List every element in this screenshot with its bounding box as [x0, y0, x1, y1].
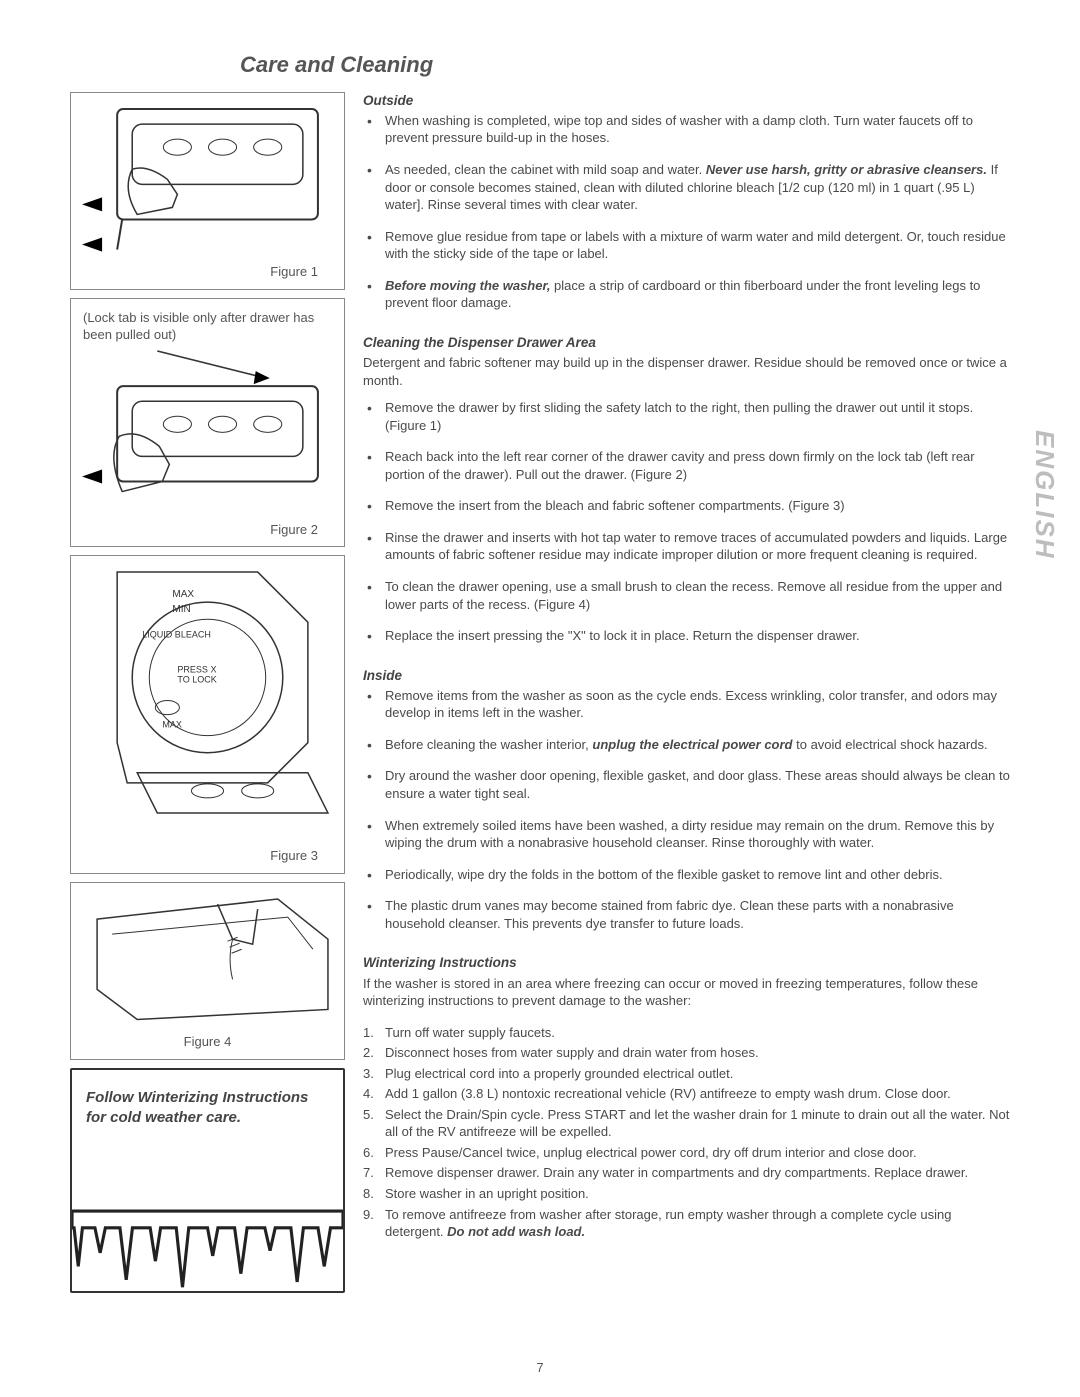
step-item: Store washer in an upright position. — [363, 1185, 1010, 1203]
list-item: Remove the insert from the bleach and fa… — [363, 497, 1010, 515]
step-item: Plug electrical cord into a properly gro… — [363, 1065, 1010, 1083]
step-item: Select the Drain/Spin cycle. Press START… — [363, 1106, 1010, 1141]
winterizing-heading: Winterizing Instructions — [363, 954, 1010, 972]
figure-3-illustration: MAX MIN LIQUID BLEACH PRESS X TO LOCK MA… — [77, 562, 338, 843]
dispenser-intro: Detergent and fabric softener may build … — [363, 354, 1010, 389]
list-item: When washing is completed, wipe top and … — [363, 112, 1010, 147]
figure-4-illustration — [77, 889, 338, 1030]
svg-text:PRESS X: PRESS X — [177, 665, 216, 675]
page-title: Care and Cleaning — [240, 50, 1040, 80]
list-item: Remove glue residue from tape or labels … — [363, 228, 1010, 263]
step-item: Disconnect hoses from water supply and d… — [363, 1044, 1010, 1062]
svg-text:LIQUID BLEACH: LIQUID BLEACH — [142, 629, 211, 639]
figure-1-box: Figure 1 — [70, 92, 345, 290]
figure-2-caption: Figure 2 — [77, 517, 338, 541]
list-item: Remove the drawer by first sliding the s… — [363, 399, 1010, 434]
list-item: Dry around the washer door opening, flex… — [363, 767, 1010, 802]
page-number: 7 — [536, 1359, 543, 1377]
svg-text:MAX: MAX — [172, 589, 194, 600]
list-item: Before moving the washer, place a strip … — [363, 277, 1010, 312]
outside-list: When washing is completed, wipe top and … — [363, 112, 1010, 312]
list-item: When extremely soiled items have been wa… — [363, 817, 1010, 852]
step-item: To remove antifreeze from washer after s… — [363, 1206, 1010, 1241]
figure-4-box: Figure 4 — [70, 882, 345, 1060]
svg-text:MIN: MIN — [172, 604, 190, 615]
step-item: Turn off water supply faucets. — [363, 1024, 1010, 1042]
figure-3-caption: Figure 3 — [77, 843, 338, 867]
inside-list: Remove items from the washer as soon as … — [363, 687, 1010, 932]
list-item: The plastic drum vanes may become staine… — [363, 897, 1010, 932]
figure-1-caption: Figure 1 — [77, 259, 338, 283]
step-item: Add 1 gallon (3.8 L) nontoxic recreation… — [363, 1085, 1010, 1103]
svg-text:MAX: MAX — [162, 720, 182, 730]
inside-heading: Inside — [363, 667, 1010, 685]
list-item: Before cleaning the washer interior, unp… — [363, 736, 1010, 754]
icicles-icon — [72, 1209, 343, 1292]
step-item: Press Pause/Cancel twice, unplug electri… — [363, 1144, 1010, 1162]
list-item: Reach back into the left rear corner of … — [363, 448, 1010, 483]
content-wrapper: Figure 1 (Lock tab is visible only after… — [70, 92, 1040, 1293]
figure-2-box: (Lock tab is visible only after drawer h… — [70, 298, 345, 547]
winterizing-steps: Turn off water supply faucets. Disconnect… — [363, 1024, 1010, 1241]
winterizing-intro: If the washer is stored in an area where… — [363, 975, 1010, 1010]
list-item: Periodically, wipe dry the folds in the … — [363, 866, 1010, 884]
outside-heading: Outside — [363, 92, 1010, 110]
figure-1-illustration — [77, 99, 338, 260]
dispenser-heading: Cleaning the Dispenser Drawer Area — [363, 334, 1010, 352]
list-item: Remove items from the washer as soon as … — [363, 687, 1010, 722]
step-item: Remove dispenser drawer. Drain any water… — [363, 1164, 1010, 1182]
figure-3-box: MAX MIN LIQUID BLEACH PRESS X TO LOCK MA… — [70, 555, 345, 874]
list-item: Rinse the drawer and inserts with hot ta… — [363, 529, 1010, 564]
winterizing-callout-box: Follow Winterizing Instructions for cold… — [70, 1068, 345, 1293]
figure-2-illustration — [77, 346, 338, 517]
language-side-tab: ENGLISH — [1027, 430, 1062, 560]
dispenser-list: Remove the drawer by first sliding the s… — [363, 399, 1010, 644]
list-item: As needed, clean the cabinet with mild s… — [363, 161, 1010, 214]
winterizing-callout-text: Follow Winterizing Instructions for cold… — [86, 1088, 329, 1129]
lock-tab-note: (Lock tab is visible only after drawer h… — [77, 305, 338, 346]
list-item: Replace the insert pressing the "X" to l… — [363, 627, 1010, 645]
right-column: Outside When washing is completed, wipe … — [363, 92, 1040, 1293]
list-item: To clean the drawer opening, use a small… — [363, 578, 1010, 613]
svg-text:TO LOCK: TO LOCK — [177, 675, 216, 685]
left-column: Figure 1 (Lock tab is visible only after… — [70, 92, 345, 1293]
figure-4-caption: Figure 4 — [77, 1029, 338, 1053]
